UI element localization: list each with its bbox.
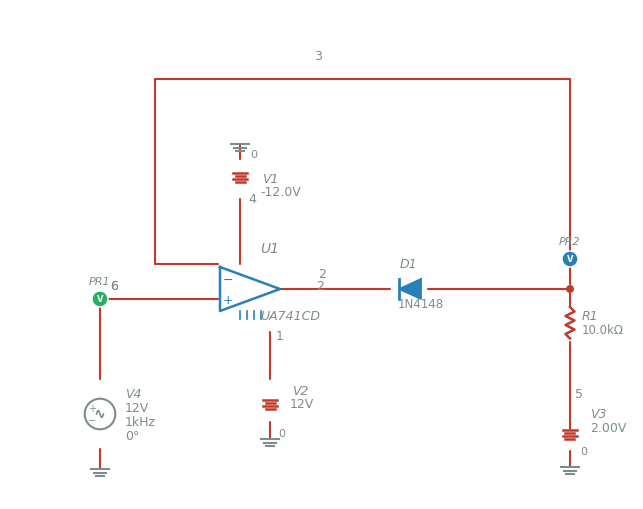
Text: V3: V3 — [590, 407, 606, 420]
Text: U1: U1 — [260, 242, 279, 256]
Text: 2.00V: 2.00V — [590, 421, 626, 434]
Text: V: V — [566, 255, 574, 264]
Text: V2: V2 — [292, 384, 309, 397]
Text: 12V: 12V — [290, 397, 314, 410]
Text: 5: 5 — [575, 387, 583, 400]
Text: 2: 2 — [316, 279, 324, 293]
Text: 3: 3 — [314, 50, 322, 63]
Text: 0: 0 — [278, 428, 285, 438]
Circle shape — [566, 286, 574, 293]
Text: +: + — [88, 403, 96, 413]
Text: V4: V4 — [125, 387, 141, 400]
Text: UA741CD: UA741CD — [260, 309, 320, 322]
Text: 4: 4 — [248, 192, 256, 206]
Text: V1: V1 — [262, 173, 278, 186]
Text: 1N4148: 1N4148 — [398, 297, 444, 310]
Text: 1kHz: 1kHz — [125, 415, 156, 428]
Text: 10.0kΩ: 10.0kΩ — [582, 323, 624, 336]
Circle shape — [92, 292, 108, 307]
Text: -12.0V: -12.0V — [260, 186, 301, 199]
Text: 6: 6 — [110, 279, 118, 293]
Text: D1: D1 — [400, 258, 417, 270]
Text: −: − — [222, 273, 233, 286]
Text: 6: 6 — [110, 279, 118, 293]
Polygon shape — [399, 279, 421, 299]
Text: PR1: PR1 — [89, 276, 111, 287]
Text: 0: 0 — [250, 150, 257, 160]
Circle shape — [562, 251, 578, 267]
Text: 1: 1 — [276, 329, 284, 343]
Text: PR2: PR2 — [559, 237, 581, 246]
Text: V: V — [96, 295, 104, 304]
Text: 12V: 12V — [125, 401, 149, 414]
Text: +: + — [222, 293, 233, 306]
Text: −: − — [88, 415, 96, 425]
Text: 0°: 0° — [125, 429, 140, 442]
Text: R1: R1 — [582, 309, 599, 322]
Text: 0: 0 — [580, 446, 587, 456]
Text: 2: 2 — [318, 267, 326, 280]
